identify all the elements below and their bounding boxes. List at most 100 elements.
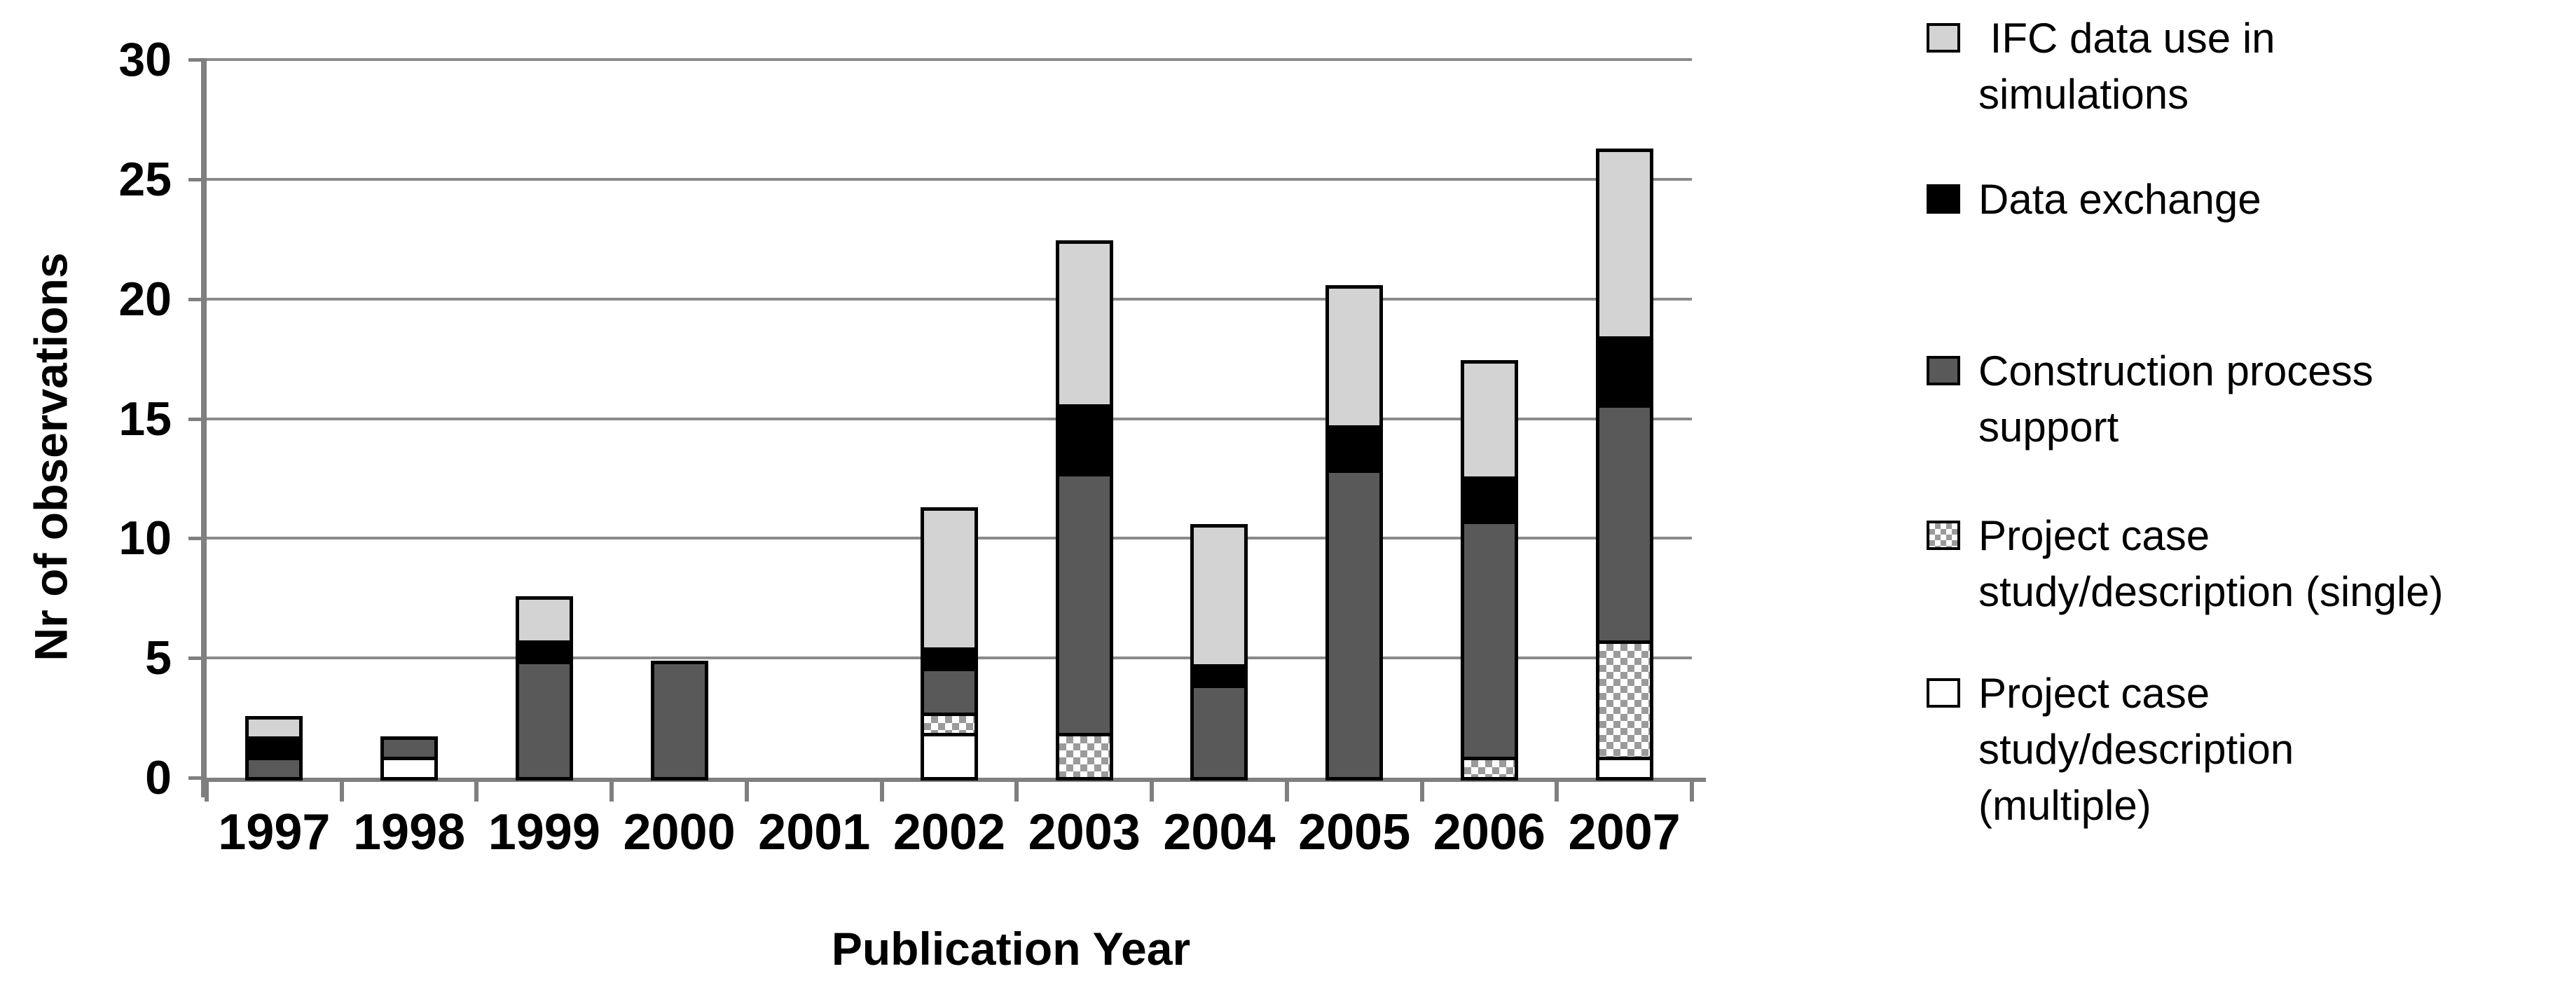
legend-label-construction: Construction process support [1978,343,2374,455]
x-tick-label-2001: 2001 [758,804,871,860]
x-tick-label-1997: 1997 [218,804,331,860]
x-tick-mark-5 [879,778,884,802]
x-tick-mark-0 [205,778,209,802]
bar-segment-construction-2006 [1460,521,1518,760]
x-tick-label-2000: 2000 [623,804,736,860]
y-axis-line [201,60,207,797]
x-axis-title: Publication Year [831,923,1191,975]
bar-segment-construction-1997 [245,756,303,781]
x-tick-mark-10 [1555,778,1559,802]
bar-segment-ifc-2006 [1460,360,1518,480]
bar-segment-single-2007 [1595,640,1653,760]
bar-segment-ifc-2002 [921,507,978,652]
bar-segment-exchange-2006 [1460,476,1518,525]
bar-1999 [515,586,573,781]
x-tick-mark-7 [1150,778,1155,802]
bar-2006 [1460,347,1518,781]
bar-2004 [1190,514,1248,781]
y-tick-label-30: 30 [118,33,172,86]
bar-2007 [1595,132,1653,781]
x-tick-mark-3 [609,778,614,802]
legend-swatch-ifc [1927,23,1960,53]
legend-swatch-multiple [1927,678,1960,708]
x-tick-label-2002: 2002 [893,804,1006,860]
legend-label-line: Construction process [1978,348,2374,394]
legend-label-line: Project case [1978,670,2210,717]
y-tick-label-15: 15 [118,392,172,446]
bar-segment-construction-2003 [1055,472,1113,736]
gridline-20 [207,297,1692,301]
bar-segment-multiple-2002 [921,732,978,781]
y-tick-mark-30 [188,58,207,62]
bar-1998 [380,730,439,781]
legend-label-ifc: IFC data use in simulations [1978,11,2275,123]
legend-label-line: IFC data use in [1978,15,2275,62]
x-tick-mark-1 [339,778,344,802]
x-tick-mark-8 [1284,778,1289,802]
legend-swatch-single [1927,521,1960,550]
bar-segment-exchange-2003 [1055,404,1113,476]
bar-segment-exchange-2005 [1325,425,1384,473]
x-tick-mark-6 [1014,778,1019,802]
x-tick-label-2005: 2005 [1298,804,1411,860]
y-axis-title: Nr of observations [25,252,77,661]
y-tick-mark-20 [188,297,207,301]
gridline-15 [207,417,1692,420]
legend-swatch-construction [1927,356,1960,385]
y-tick-label-20: 20 [118,272,172,326]
y-tick-mark-25 [188,177,207,181]
bar-segment-construction-2005 [1325,469,1384,781]
y-tick-mark-10 [188,537,207,541]
bar-segment-single-2006 [1460,756,1518,781]
legend-label-exchange: Data exchange [1978,172,2261,228]
x-tick-label-2003: 2003 [1028,804,1141,860]
bar-segment-multiple-2007 [1595,756,1653,781]
x-tick-mark-4 [744,778,749,802]
x-tick-mark-2 [474,778,479,802]
legend-label-line: study/description [1978,726,2294,773]
legend-label-line: study/description (single) [1978,568,2444,615]
bar-segment-ifc-2005 [1325,284,1384,429]
bar-segment-exchange-2007 [1595,336,1653,408]
legend-label-single: Project case study/description (single) [1978,508,2444,620]
y-tick-mark-15 [188,417,207,421]
y-tick-label-0: 0 [145,751,172,804]
bar-segment-single-2003 [1055,732,1113,781]
legend-label-line: Data exchange [1978,176,2261,223]
x-tick-label-2004: 2004 [1163,804,1276,860]
bar-2005 [1325,275,1384,781]
bar-segment-construction-2002 [921,668,978,716]
x-tick-label-2007: 2007 [1568,804,1681,860]
x-tick-label-2006: 2006 [1433,804,1545,860]
bar-2002 [921,490,978,781]
legend-swatch-exchange [1927,184,1960,214]
bar-segment-construction-2004 [1190,685,1248,781]
bar-segment-construction-2000 [650,661,708,781]
bar-2003 [1055,227,1113,781]
x-tick-label-1999: 1999 [488,804,600,860]
legend-label-line: Project case [1978,512,2210,559]
y-tick-mark-5 [188,656,207,661]
bar-segment-ifc-2007 [1595,148,1653,340]
legend-label-multiple: Project case study/description (multiple) [1978,666,2294,834]
bar-1997 [245,706,303,781]
x-tick-mark-9 [1419,778,1424,802]
legend-label-line: support [1978,404,2119,451]
y-tick-label-5: 5 [145,631,172,685]
y-tick-mark-0 [188,776,207,780]
y-tick-label-25: 25 [118,152,172,206]
legend-label-line: (multiple) [1978,782,2151,829]
bar-segment-ifc-2004 [1190,524,1248,668]
bar-segment-ifc-1999 [515,596,573,644]
x-tick-mark-11 [1690,778,1694,802]
x-tick-label-1998: 1998 [352,804,466,860]
gridline-30 [207,58,1692,61]
bar-segment-construction-1999 [515,661,573,781]
bar-segment-ifc-2003 [1055,240,1113,408]
legend-label-line: simulations [1978,71,2189,118]
bar-2000 [650,658,708,781]
bar-segment-multiple-1998 [380,756,439,781]
gridline-25 [207,177,1692,181]
bar-segment-construction-2007 [1595,404,1653,645]
